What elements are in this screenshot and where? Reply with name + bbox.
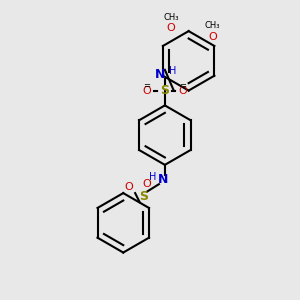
Text: O: O [167,23,175,33]
Text: O: O [125,182,134,192]
Text: N: N [158,173,169,186]
Text: O: O [143,85,152,96]
Text: O: O [143,179,152,189]
Text: S: S [160,84,169,97]
Text: CH₃: CH₃ [163,13,178,22]
Text: O: O [178,85,187,96]
Text: =: = [143,82,151,91]
Text: O: O [208,32,217,42]
Text: H: H [149,172,157,182]
Text: =: = [179,82,186,91]
Text: CH₃: CH₃ [205,21,220,30]
Text: H: H [169,66,176,76]
Text: S: S [140,190,148,202]
Text: N: N [155,68,166,81]
